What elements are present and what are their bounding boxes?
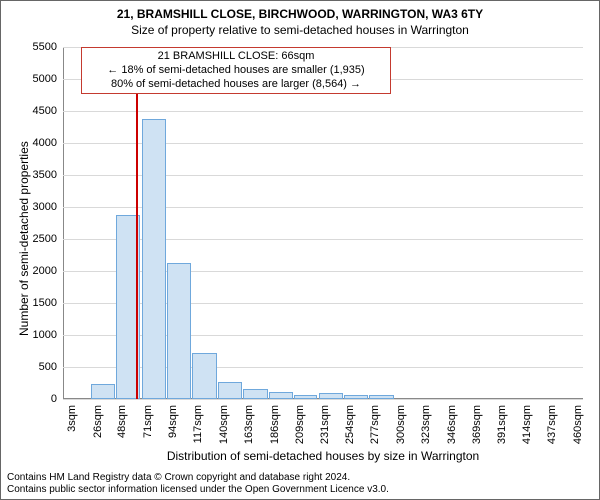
histogram-bar <box>192 353 216 399</box>
histogram-bar <box>294 395 317 399</box>
y-tick-label: 2000 <box>1 265 57 277</box>
y-tick-label: 5000 <box>1 73 57 85</box>
histogram-bar <box>319 393 343 399</box>
y-tick-label: 4500 <box>1 105 57 117</box>
histogram-bar <box>369 395 393 399</box>
y-tick-label: 0 <box>1 393 57 405</box>
annotation-line3: 80% of semi-detached houses are larger (… <box>88 78 384 92</box>
y-tick-label: 1000 <box>1 329 57 341</box>
x-tick-label: 94sqm <box>167 405 179 455</box>
histogram-bar <box>344 395 368 399</box>
histogram-bar <box>91 384 115 399</box>
title-address: 21, BRAMSHILL CLOSE, BIRCHWOOD, WARRINGT… <box>1 7 599 21</box>
x-tick-label: 117sqm <box>192 405 204 455</box>
histogram-bar <box>269 392 293 399</box>
gridline-h <box>63 399 583 400</box>
y-tick-label: 4000 <box>1 137 57 149</box>
x-tick-label: 300sqm <box>395 405 407 455</box>
x-tick-label: 369sqm <box>471 405 483 455</box>
annotation-line1: 21 BRAMSHILL CLOSE: 66sqm <box>88 50 384 64</box>
x-tick-label: 26sqm <box>92 405 104 455</box>
x-tick-label: 231sqm <box>319 405 331 455</box>
y-axis-line <box>63 47 64 399</box>
x-tick-label: 254sqm <box>344 405 356 455</box>
y-tick-label: 500 <box>1 361 57 373</box>
footer: Contains HM Land Registry data © Crown c… <box>7 472 389 496</box>
x-tick-label: 346sqm <box>446 405 458 455</box>
x-tick-label: 437sqm <box>546 405 558 455</box>
y-tick-label: 5500 <box>1 41 57 53</box>
histogram-bar <box>218 382 242 399</box>
gridline-h <box>63 111 583 112</box>
chart-container: 21, BRAMSHILL CLOSE, BIRCHWOOD, WARRINGT… <box>0 0 600 500</box>
x-tick-label: 3sqm <box>66 405 78 455</box>
footer-line2: Contains public sector information licen… <box>7 484 389 496</box>
y-tick-label: 2500 <box>1 233 57 245</box>
x-tick-label: 71sqm <box>142 405 154 455</box>
x-tick-label: 323sqm <box>420 405 432 455</box>
annotation-line2: ← 18% of semi-detached houses are smalle… <box>88 64 384 78</box>
y-tick-label: 3000 <box>1 201 57 213</box>
x-tick-label: 163sqm <box>243 405 255 455</box>
plot-area <box>63 47 583 399</box>
x-tick-label: 209sqm <box>294 405 306 455</box>
x-tick-label: 391sqm <box>496 405 508 455</box>
marker-line <box>136 47 138 399</box>
histogram-bar <box>167 263 191 399</box>
histogram-bar <box>243 389 267 399</box>
y-tick-label: 3500 <box>1 169 57 181</box>
y-tick-label: 1500 <box>1 297 57 309</box>
x-tick-label: 48sqm <box>116 405 128 455</box>
annotation-box: 21 BRAMSHILL CLOSE: 66sqm ← 18% of semi-… <box>81 47 391 94</box>
x-tick-label: 460sqm <box>572 405 584 455</box>
x-tick-label: 140sqm <box>218 405 230 455</box>
x-tick-label: 186sqm <box>269 405 281 455</box>
x-tick-label: 277sqm <box>369 405 381 455</box>
x-tick-label: 414sqm <box>521 405 533 455</box>
footer-line1: Contains HM Land Registry data © Crown c… <box>7 472 389 484</box>
histogram-bar <box>142 119 166 399</box>
title-subtitle: Size of property relative to semi-detach… <box>1 23 599 37</box>
